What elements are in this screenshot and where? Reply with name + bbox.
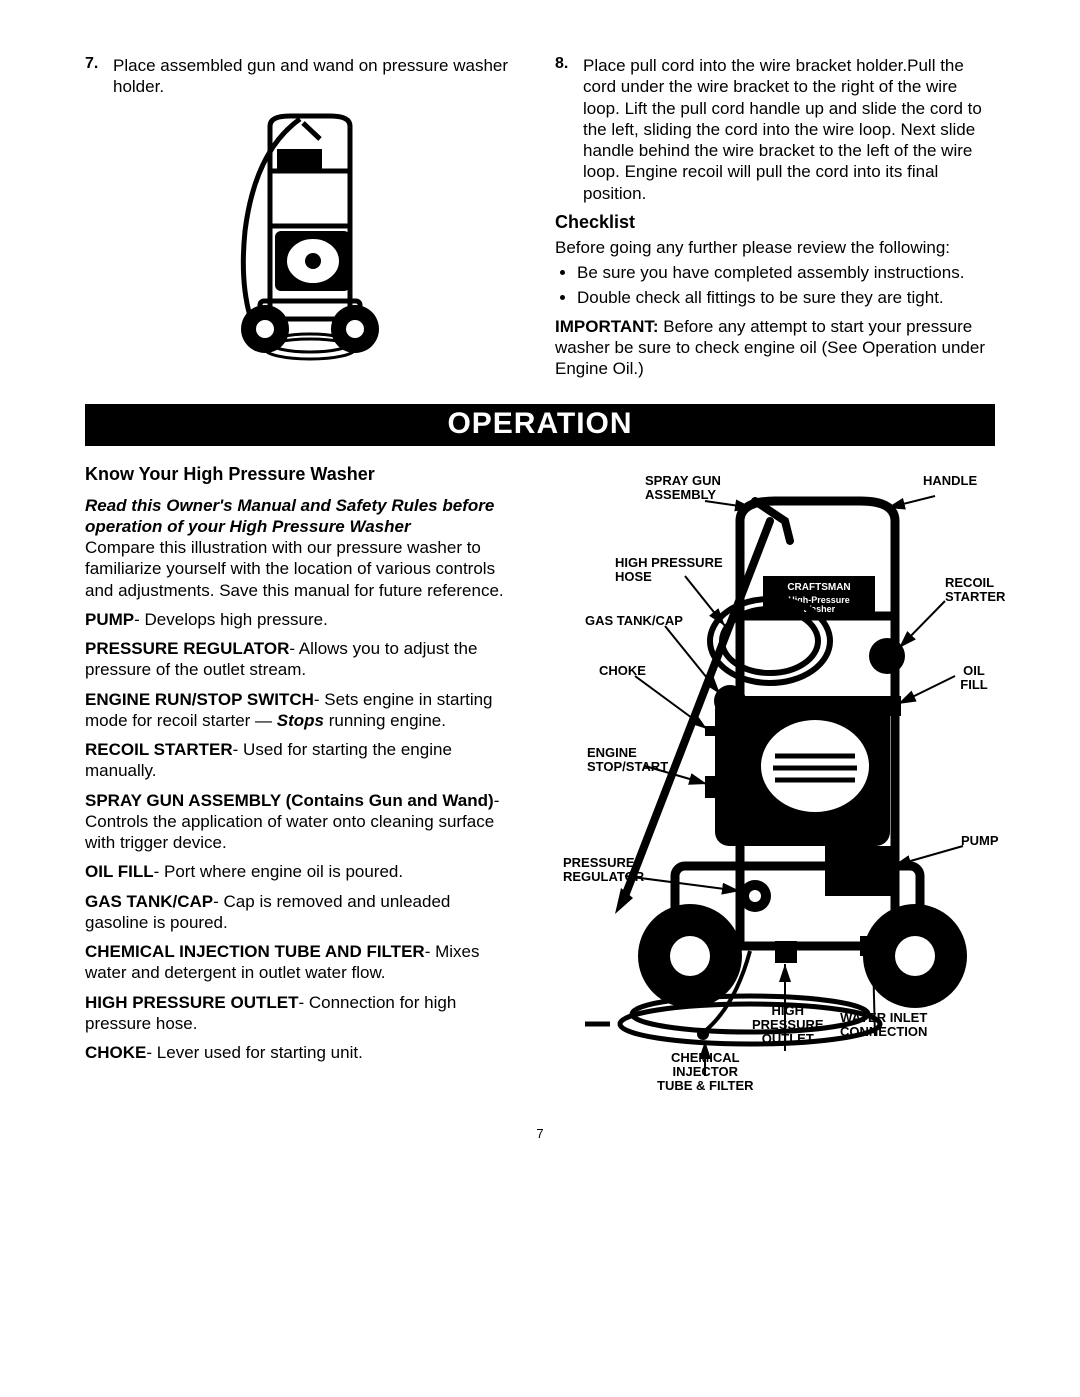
def-spray-gun: SPRAY GUN ASSEMBLY (Contains Gun and Wan… [85, 790, 505, 854]
col-left: 7. Place assembled gun and wand on press… [85, 55, 525, 384]
checklist-item: Double check all fittings to be sure the… [577, 287, 995, 310]
step-8: 8. Place pull cord into the wire bracket… [555, 55, 995, 204]
svg-text:CRAFTSMAN: CRAFTSMAN [787, 582, 850, 593]
washer-small-svg [215, 111, 395, 361]
washer-small-illustration [205, 106, 405, 366]
section-bar-operation: OPERATION [85, 404, 995, 446]
page-number: 7 [85, 1126, 995, 1141]
callout-pump: PUMP [961, 834, 999, 848]
know-heading: Know Your High Pressure Washer [85, 464, 505, 485]
intro-rest: Compare this illustration with our press… [85, 538, 504, 600]
top-columns: 7. Place assembled gun and wand on press… [85, 55, 995, 384]
intro-paragraph: Read this Owner's Manual and Safety Rule… [85, 495, 505, 601]
callout-engine-stopstart: ENGINE STOP/START [587, 746, 668, 775]
def-hp-outlet: HIGH PRESSURE OUTLET- Connection for hig… [85, 992, 505, 1035]
step-7: 7. Place assembled gun and wand on press… [85, 55, 525, 98]
checklist-heading: Checklist [555, 212, 995, 233]
callout-spray-gun: SPRAY GUN ASSEMBLY [645, 474, 721, 503]
operation-diagram-area: CRAFTSMAN High-Pressure Washer [515, 456, 995, 1096]
def-oil-fill: OIL FILL- Port where engine oil is poure… [85, 861, 505, 882]
def-chem-injection: CHEMICAL INJECTION TUBE AND FILTER- Mixe… [85, 941, 505, 984]
important-label: IMPORTANT: [555, 317, 659, 336]
callout-hp-outlet: HIGH PRESSURE OUTLET [752, 1004, 824, 1047]
callout-choke: CHOKE [599, 664, 646, 678]
callout-hp-hose: HIGH PRESSURE HOSE [615, 556, 723, 585]
checklist-intro: Before going any further please review t… [555, 237, 995, 258]
important-note: IMPORTANT: Before any attempt to start y… [555, 316, 995, 380]
step-number: 7. [85, 55, 103, 98]
def-gas-tank: GAS TANK/CAP- Cap is removed and unleade… [85, 891, 505, 934]
callout-oil-fill: OIL FILL [953, 664, 995, 693]
callout-gas: GAS TANK/CAP [585, 614, 683, 628]
def-engine-switch: ENGINE RUN/STOP SWITCH- Sets engine in s… [85, 689, 505, 732]
def-choke: CHOKE- Lever used for starting unit. [85, 1042, 505, 1063]
col-right: 8. Place pull cord into the wire bracket… [555, 55, 995, 384]
step-text: Place pull cord into the wire bracket ho… [583, 55, 995, 204]
callout-handle: HANDLE [923, 474, 977, 488]
checklist-list: Be sure you have completed assembly inst… [555, 262, 995, 310]
def-pump: PUMP- Develops high pressure. [85, 609, 505, 630]
page: 7. Place assembled gun and wand on press… [0, 0, 1080, 1181]
callout-recoil: RECOIL STARTER [945, 576, 1005, 605]
step-number: 8. [555, 55, 573, 204]
operation-left-column: Know Your High Pressure Washer Read this… [85, 456, 505, 1096]
callout-water-inlet: WATER INLET CONNECTION [840, 1011, 927, 1040]
checklist-item: Be sure you have completed assembly inst… [577, 262, 995, 285]
def-pressure-regulator: PRESSURE REGULATOR- Allows you to adjust… [85, 638, 505, 681]
callout-chem-injector: CHEMICAL INJECTOR TUBE & FILTER [657, 1051, 754, 1094]
intro-bold: Read this Owner's Manual and Safety Rule… [85, 496, 494, 536]
operation-row: Know Your High Pressure Washer Read this… [85, 456, 995, 1096]
callout-pressure-regulator: PRESSURE REGULATOR [563, 856, 644, 885]
step-text: Place assembled gun and wand on pressure… [113, 55, 525, 98]
def-recoil-starter: RECOIL STARTER- Used for starting the en… [85, 739, 505, 782]
